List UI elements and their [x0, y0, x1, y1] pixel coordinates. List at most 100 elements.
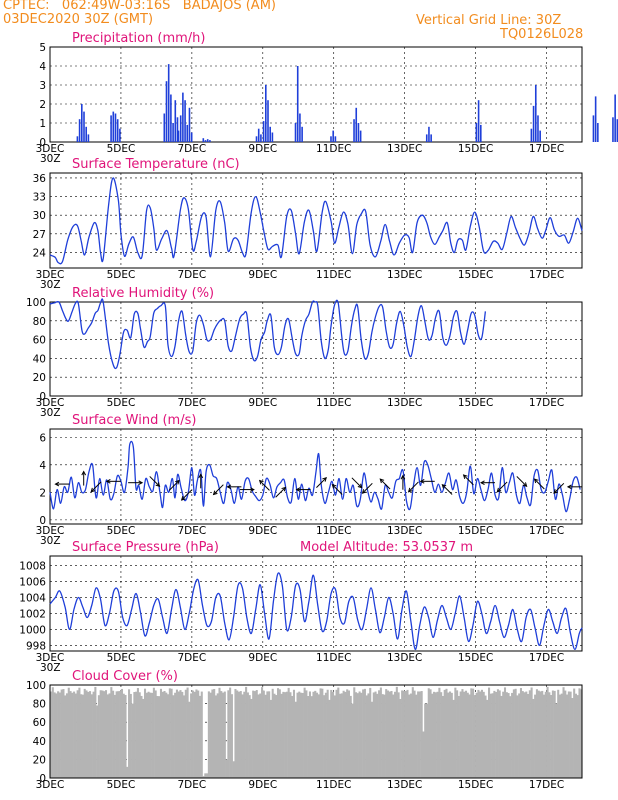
cloud-bar: [500, 695, 503, 778]
wind-arrow: [258, 479, 270, 491]
cloud-bar: [447, 692, 450, 778]
cloud-bar: [417, 691, 420, 778]
precip-bar: [355, 107, 358, 142]
rh-x-tick-label: 17DEC: [529, 397, 564, 409]
cloud-bar: [198, 695, 202, 778]
precip-bar: [83, 111, 85, 142]
cloud-bar: [550, 694, 553, 778]
cloud-bar: [76, 690, 79, 778]
pressure-x-tick-label: 7DEC: [177, 652, 206, 664]
cloud-bar: [523, 692, 526, 778]
cloud-bar: [438, 687, 441, 778]
cloud-bar: [225, 759, 228, 778]
cloud-bar: [340, 693, 343, 778]
precip-x-tick-label: 17DEC: [529, 143, 564, 155]
wind-arrow: [239, 487, 255, 492]
cloud-bar: [227, 690, 230, 778]
cloud-bar: [539, 691, 542, 778]
rh-series-line: [49, 298, 487, 370]
wind-overlap-label: 30Z: [40, 535, 61, 547]
cloud-bar: [255, 690, 258, 778]
precip-bar: [614, 94, 616, 142]
rh-panel: 3DEC 5DEC 7DEC 9DEC 11DEC 13DEC 15DEC 17DEC 0 20 4…: [26, 286, 583, 419]
cloud-bar: [213, 688, 216, 778]
header-location: CPTEC: 062:49W-03:16S BADAJOS (AM): [3, 0, 276, 13]
wind-arrow: [419, 478, 435, 484]
cloud-bar: [143, 688, 147, 778]
pressure-series-line: [49, 572, 583, 651]
cloud-bar: [71, 692, 74, 778]
cloud-x-tick-label: 15DEC: [458, 779, 493, 791]
cloud-x-tick-label: 9DEC: [248, 779, 277, 791]
cloud-bar: [532, 698, 535, 778]
cloud-bar: [234, 688, 237, 778]
precip-y-tick-label: 2: [39, 99, 46, 111]
cloud-bar: [459, 691, 462, 778]
wind-arrow: [496, 481, 508, 493]
rh-x-tick-label: 9DEC: [248, 397, 277, 409]
cloud-bar: [546, 686, 549, 778]
rh-y-tick-label: 80: [33, 316, 46, 328]
cloud-bar: [333, 695, 336, 778]
precip-bar: [296, 66, 299, 142]
cloud-bar: [390, 690, 393, 778]
cloud-bar: [488, 687, 491, 778]
header-date: 03DEC2020 30Z (GMT): [3, 12, 154, 27]
wind-arrow: [105, 478, 121, 484]
precip-bar: [475, 123, 478, 142]
precip-bar: [190, 132, 193, 142]
precip-x-tick-label: 5DEC: [107, 143, 136, 155]
wind-arrow: [361, 482, 373, 494]
pressure-x-tick-label: 5DEC: [107, 652, 136, 664]
cloud-bar: [214, 695, 217, 778]
cloud-bar: [472, 688, 475, 778]
cloud-y-tick-label: 80: [33, 699, 46, 711]
precip-bar: [110, 115, 112, 142]
cloud-bar: [378, 690, 381, 778]
cloud-bar: [145, 692, 148, 778]
cloud-bar: [83, 688, 86, 778]
cloud-bar: [385, 689, 388, 778]
precip-bar: [425, 134, 428, 142]
rh-x-tick-label: 3DEC: [36, 397, 65, 409]
cloud-bar: [422, 731, 425, 778]
precip-bar: [597, 123, 599, 142]
precip-bar: [177, 130, 180, 142]
precip-title: Precipitation (mm/h): [72, 31, 205, 46]
cloud-bar: [319, 688, 322, 778]
cloud-bar: [222, 692, 225, 778]
pressure-frame: [49, 555, 583, 652]
precip-bar: [265, 85, 267, 142]
cloud-bar: [101, 690, 104, 778]
wind-arrow: [316, 477, 327, 488]
cloud-bar: [223, 691, 226, 778]
wind-arrow: [198, 473, 204, 489]
precip-bar: [76, 136, 79, 142]
precip-bar: [260, 134, 262, 142]
wind-x-tick-label: 3DEC: [36, 525, 65, 537]
wind-arrow: [351, 477, 363, 489]
cloud-bar: [136, 688, 139, 778]
cloud-bar: [372, 692, 375, 778]
cloud-bar: [99, 690, 102, 778]
cloud-bar: [211, 689, 214, 778]
cloud-bar: [445, 688, 448, 778]
precip-bar: [186, 124, 189, 142]
rh-frame: [49, 301, 583, 397]
precip-x-tick-label: 15DEC: [458, 143, 493, 155]
temp-y-tick-label: 30: [33, 210, 46, 222]
precip-frame: [49, 46, 583, 143]
cloud-bar: [365, 695, 368, 778]
wind-x-tick-label: 17DEC: [529, 525, 564, 537]
cloud-bar: [262, 690, 265, 778]
cloud-bar: [122, 693, 125, 778]
cloud-bar: [573, 688, 576, 778]
cloud-bar: [193, 691, 196, 778]
cloud-bar: [285, 691, 288, 778]
cloud-bar: [268, 691, 271, 778]
cloud-bar: [358, 691, 361, 778]
cloud-bar: [149, 692, 152, 778]
cloud-x-tick-label: 3DEC: [36, 779, 65, 791]
cloud-bar: [90, 694, 93, 778]
cloud-bar: [576, 695, 579, 778]
